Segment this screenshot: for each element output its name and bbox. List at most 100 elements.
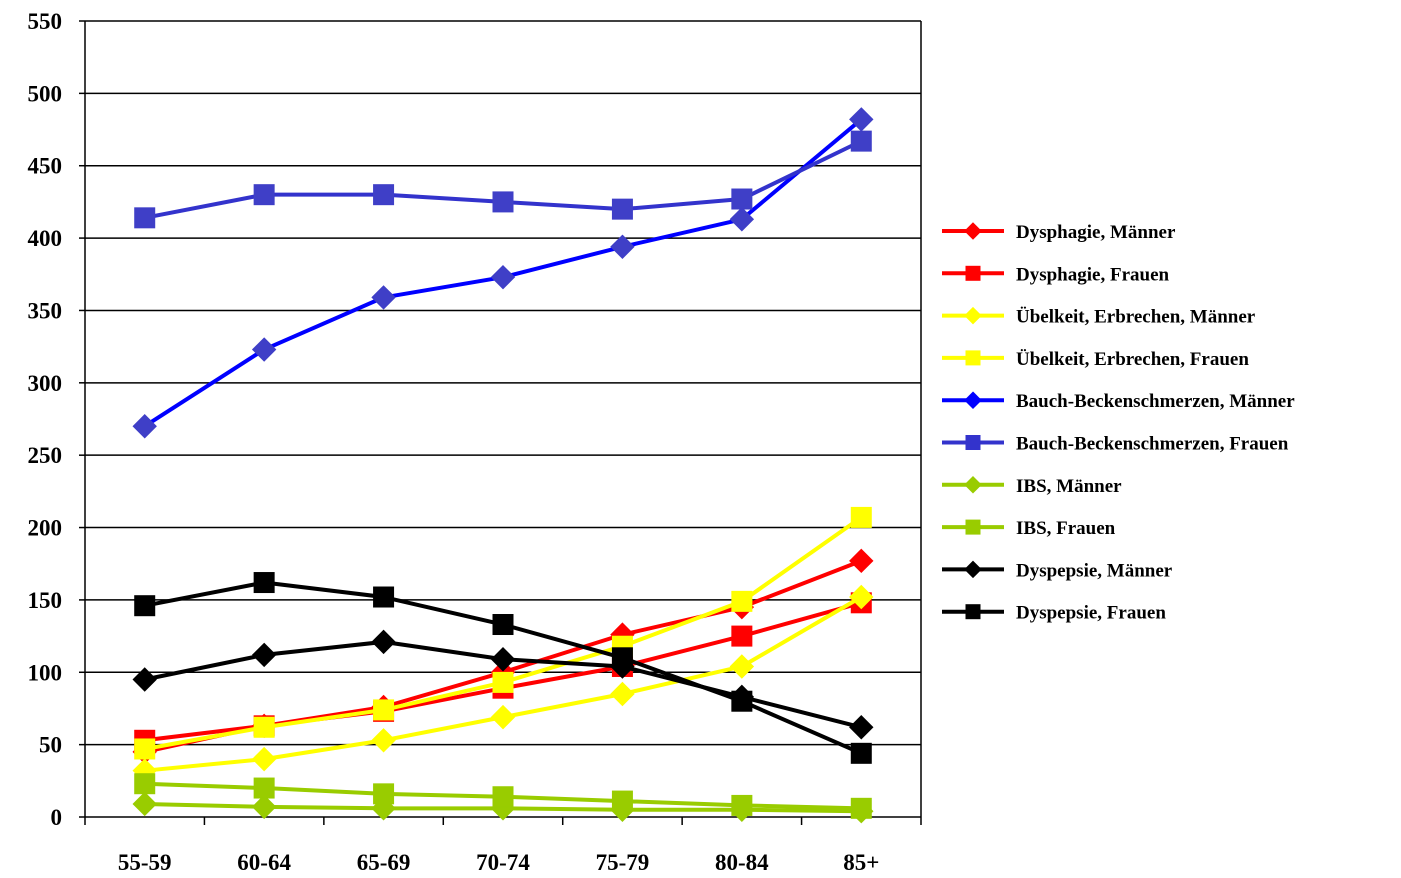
data-point — [611, 647, 633, 669]
legend-label: Übelkeit, Erbrechen, Frauen — [1016, 349, 1249, 370]
series-2 — [132, 584, 874, 783]
data-point — [492, 786, 514, 808]
data-point — [611, 198, 633, 220]
legend-swatch-marker — [965, 265, 981, 281]
y-tick-label: 150 — [28, 588, 63, 613]
data-point — [610, 681, 635, 707]
legend-swatch-marker — [964, 476, 982, 494]
legend-swatch-marker — [965, 435, 981, 450]
y-tick-label: 300 — [28, 371, 63, 396]
legend-item: Dyspepsie, Männer — [942, 560, 1173, 581]
legend-swatch-marker — [964, 306, 982, 325]
legend-label: Übelkeit, Erbrechen, Männer — [1016, 307, 1256, 328]
data-point — [731, 590, 753, 612]
y-tick-label: 0 — [51, 805, 63, 830]
x-tick-label: 60-64 — [237, 850, 291, 875]
y-tick-label: 550 — [28, 9, 63, 34]
data-point — [731, 188, 753, 210]
data-point — [729, 207, 755, 232]
legend-item: Bauch-Beckenschmerzen, Männer — [942, 391, 1295, 412]
data-point — [731, 690, 753, 712]
legend-swatch-marker — [964, 222, 982, 240]
data-point — [373, 586, 395, 608]
legend-item: Übelkeit, Erbrechen, Frauen — [942, 349, 1249, 370]
legend-label: Dyspepsie, Männer — [1016, 560, 1173, 581]
series-7 — [134, 773, 872, 819]
legend-label: Dysphagie, Frauen — [1016, 264, 1170, 285]
data-point — [253, 716, 275, 738]
data-point — [849, 715, 874, 740]
x-tick-label: 75-79 — [596, 850, 650, 875]
legend-label: Dysphagie, Männer — [1016, 222, 1176, 243]
y-tick-label: 50 — [39, 733, 62, 758]
data-point — [134, 773, 156, 795]
legend-swatch-marker — [965, 350, 981, 366]
data-point — [134, 207, 156, 229]
series-9 — [134, 572, 872, 764]
legend-label: Bauch-Beckenschmerzen, Männer — [1016, 391, 1295, 412]
legend-swatch-marker — [965, 604, 981, 620]
series-5 — [134, 130, 872, 229]
y-tick-label: 500 — [28, 81, 63, 106]
data-point — [850, 506, 872, 528]
legend: Dysphagie, Männer Dysphagie, Frauen Übelke… — [942, 222, 1295, 624]
y-tick-label: 450 — [28, 154, 63, 179]
data-point — [132, 414, 157, 439]
y-tick-label: 250 — [28, 443, 63, 468]
x-tick-label: 80-84 — [715, 850, 769, 875]
data-point — [371, 285, 396, 310]
legend-item: IBS, Männer — [942, 476, 1122, 497]
data-point — [371, 728, 396, 753]
data-point — [849, 584, 874, 610]
data-point — [251, 794, 277, 820]
legend-item: IBS, Frauen — [942, 518, 1116, 539]
data-point — [850, 797, 872, 819]
data-point — [373, 783, 395, 805]
data-point — [490, 647, 516, 672]
data-point — [611, 790, 633, 812]
x-tick-label: 70-74 — [476, 850, 530, 875]
gridlines — [85, 20, 921, 746]
legend-swatch-marker — [965, 519, 981, 535]
legend-swatch-marker — [964, 560, 982, 579]
legend-swatch-marker — [964, 391, 982, 409]
data-point — [492, 614, 514, 636]
data-point — [731, 625, 753, 647]
y-tick-label: 350 — [28, 298, 63, 323]
y-tick-label: 100 — [28, 660, 63, 685]
data-point — [492, 671, 514, 693]
series-4 — [132, 107, 874, 439]
data-point — [492, 191, 514, 213]
data-point — [373, 184, 395, 206]
data-point — [132, 667, 157, 692]
legend-item: Bauch-Beckenschmerzen, Frauen — [942, 434, 1289, 455]
data-point — [850, 742, 872, 764]
data-point — [134, 595, 156, 617]
x-tick-label: 85+ — [843, 850, 879, 875]
legend-item: Dysphagie, Männer — [942, 222, 1176, 243]
data-point — [251, 746, 277, 772]
legend-label: IBS, Frauen — [1016, 518, 1116, 539]
legend-label: Dyspepsie, Frauen — [1016, 603, 1166, 624]
data-point — [490, 704, 516, 730]
data-point — [610, 234, 635, 259]
legend-item: Dysphagie, Frauen — [942, 264, 1170, 285]
data-point — [850, 130, 872, 152]
y-tick-label: 200 — [28, 516, 63, 541]
data-point — [729, 654, 755, 679]
data-point — [251, 642, 277, 668]
data-point — [731, 794, 753, 816]
data-point — [251, 337, 277, 362]
data-point — [490, 264, 516, 290]
data-point — [849, 548, 874, 574]
data-point — [373, 699, 395, 721]
legend-label: IBS, Männer — [1016, 476, 1122, 497]
data-point — [253, 572, 275, 594]
y-tick-label: 400 — [28, 226, 63, 251]
x-tick-label: 65-69 — [357, 850, 411, 875]
data-point — [253, 184, 275, 206]
x-tick-label: 55-59 — [118, 850, 172, 875]
legend-label: Bauch-Beckenschmerzen, Frauen — [1016, 434, 1289, 455]
